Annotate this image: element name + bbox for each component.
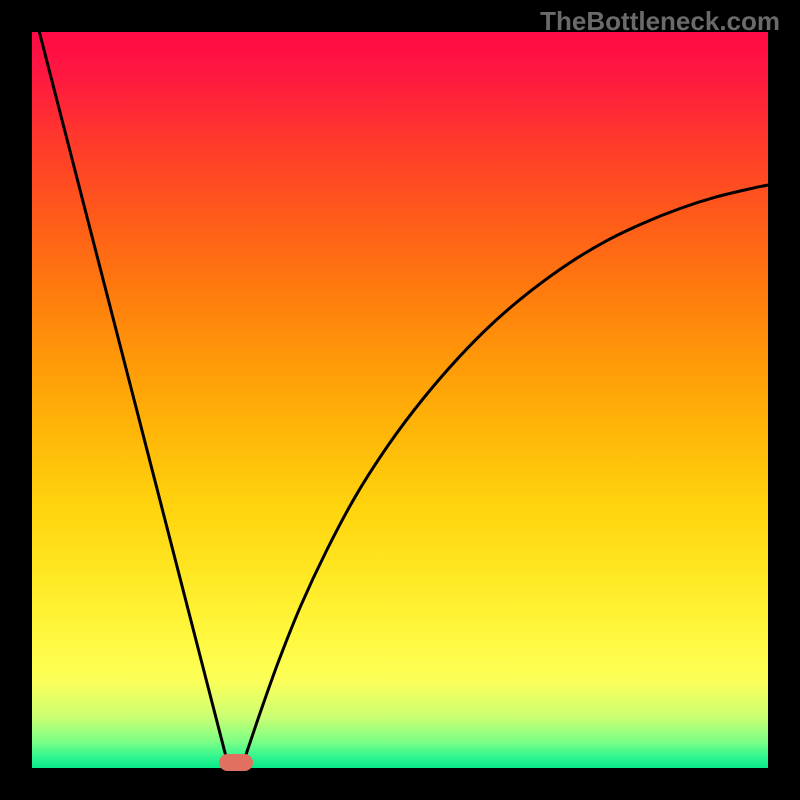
- chart-container: TheBottleneck.com: [0, 0, 800, 800]
- right-branch-curve: [244, 185, 768, 761]
- left-branch-line: [39, 32, 227, 761]
- watermark-text: TheBottleneck.com: [540, 6, 780, 37]
- curve-layer: [0, 0, 800, 800]
- optimal-marker: [219, 754, 253, 771]
